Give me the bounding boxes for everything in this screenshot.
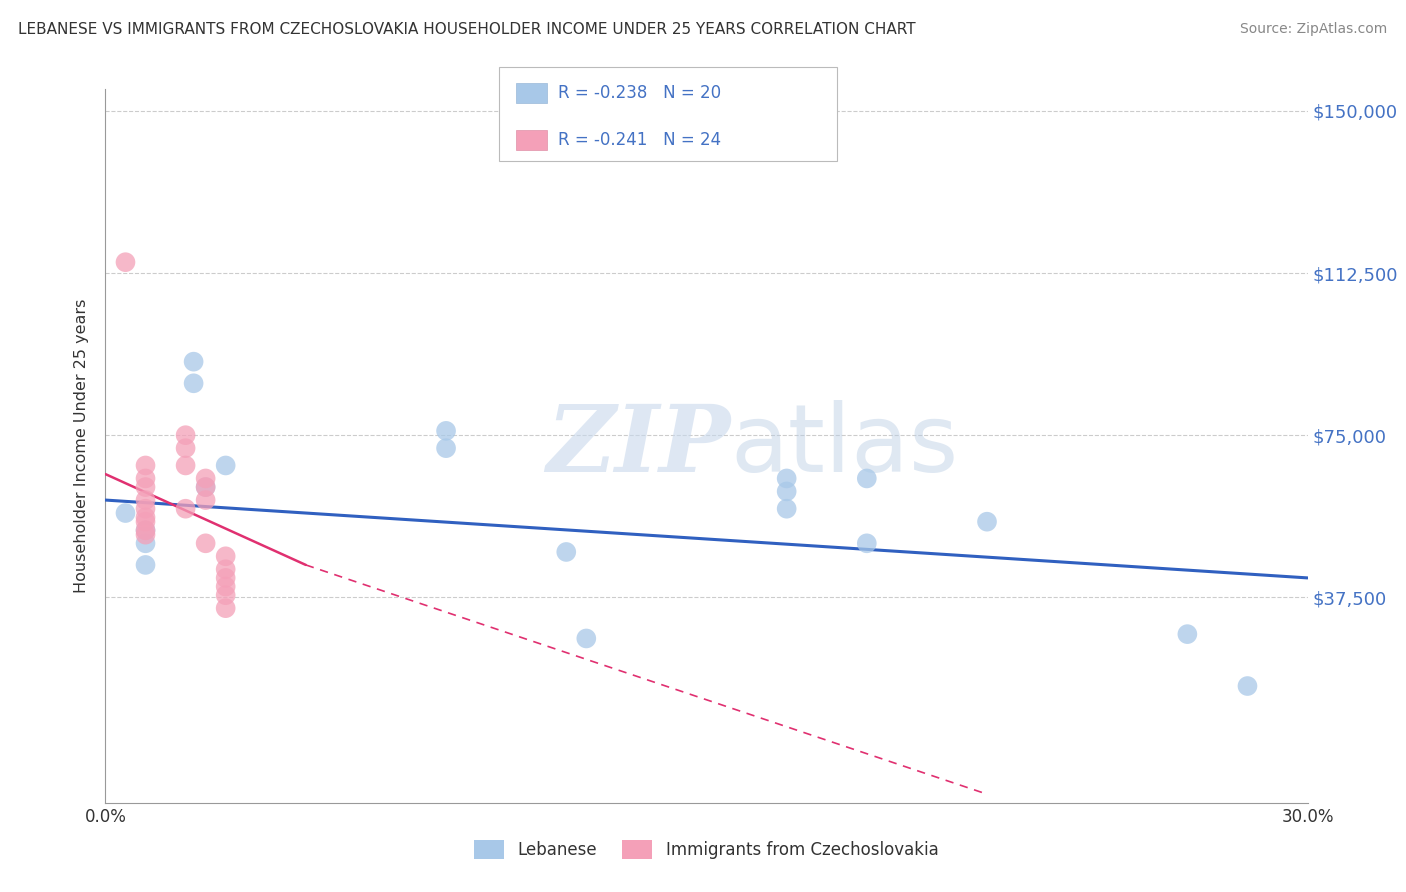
Point	[135, 524, 157, 538]
Point	[174, 441, 197, 455]
Text: Source: ZipAtlas.com: Source: ZipAtlas.com	[1240, 22, 1388, 37]
Point	[174, 501, 197, 516]
Y-axis label: Householder Income Under 25 years: Householder Income Under 25 years	[75, 299, 90, 593]
Point	[855, 536, 877, 550]
Point	[135, 458, 157, 473]
Point	[776, 471, 799, 485]
Point	[214, 601, 236, 615]
Point	[135, 510, 157, 524]
Point	[214, 571, 236, 585]
Point	[194, 493, 217, 508]
Point	[214, 580, 236, 594]
Text: R = -0.241   N = 24: R = -0.241 N = 24	[558, 131, 721, 149]
Point	[855, 471, 877, 485]
Point	[214, 549, 236, 564]
Point	[135, 493, 157, 508]
Point	[1236, 679, 1258, 693]
Point	[194, 536, 217, 550]
Point	[183, 354, 205, 368]
Point	[135, 558, 157, 572]
Point	[214, 562, 236, 576]
Point	[776, 501, 799, 516]
Legend: Lebanese, Immigrants from Czechoslovakia: Lebanese, Immigrants from Czechoslovakia	[468, 833, 945, 866]
Point	[1177, 627, 1199, 641]
Point	[183, 376, 205, 391]
Point	[976, 515, 998, 529]
Point	[135, 480, 157, 494]
Point	[194, 480, 217, 494]
Text: R = -0.238   N = 20: R = -0.238 N = 20	[558, 84, 721, 102]
Text: ZIP: ZIP	[547, 401, 731, 491]
Point	[135, 501, 157, 516]
Point	[135, 527, 157, 541]
Point	[434, 441, 457, 455]
Point	[135, 524, 157, 538]
Point	[135, 536, 157, 550]
Point	[555, 545, 578, 559]
Point	[135, 515, 157, 529]
Point	[776, 484, 799, 499]
Point	[174, 428, 197, 442]
Point	[114, 506, 136, 520]
Point	[214, 458, 236, 473]
Text: atlas: atlas	[731, 400, 959, 492]
Point	[575, 632, 598, 646]
Point	[194, 480, 217, 494]
Point	[434, 424, 457, 438]
Point	[174, 458, 197, 473]
Point	[135, 471, 157, 485]
Point	[114, 255, 136, 269]
Point	[214, 588, 236, 602]
Point	[194, 471, 217, 485]
Text: LEBANESE VS IMMIGRANTS FROM CZECHOSLOVAKIA HOUSEHOLDER INCOME UNDER 25 YEARS COR: LEBANESE VS IMMIGRANTS FROM CZECHOSLOVAK…	[18, 22, 915, 37]
